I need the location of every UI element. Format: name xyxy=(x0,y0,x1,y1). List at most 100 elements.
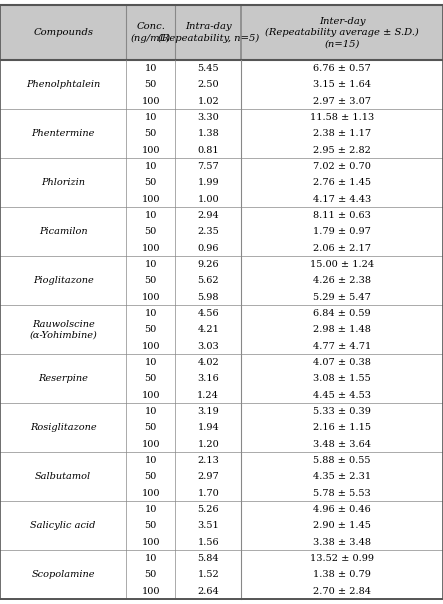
Text: 5.29 ± 5.47: 5.29 ± 5.47 xyxy=(313,292,371,301)
Text: 13.52 ± 0.99: 13.52 ± 0.99 xyxy=(310,554,374,563)
Text: 3.30: 3.30 xyxy=(197,113,219,122)
Text: Reserpine: Reserpine xyxy=(38,374,88,384)
Text: 1.00: 1.00 xyxy=(198,194,219,204)
Text: 10: 10 xyxy=(144,64,157,73)
Text: 0.81: 0.81 xyxy=(198,146,219,155)
Text: 2.13: 2.13 xyxy=(197,456,219,465)
Text: 100: 100 xyxy=(141,440,160,449)
Text: 2.70 ± 2.84: 2.70 ± 2.84 xyxy=(313,586,371,596)
Text: 100: 100 xyxy=(141,146,160,155)
Text: 10: 10 xyxy=(144,456,157,465)
Text: 10: 10 xyxy=(144,407,157,416)
Text: 5.84: 5.84 xyxy=(198,554,219,563)
Text: 4.17 ± 4.43: 4.17 ± 4.43 xyxy=(313,194,371,204)
Text: 4.02: 4.02 xyxy=(197,358,219,367)
Bar xyxy=(0,305,443,355)
Text: 1.24: 1.24 xyxy=(197,391,219,400)
Text: 2.90 ± 1.45: 2.90 ± 1.45 xyxy=(313,521,371,530)
Text: 1.94: 1.94 xyxy=(197,423,219,432)
Bar xyxy=(0,158,443,207)
Text: 1.52: 1.52 xyxy=(197,570,219,579)
Text: 100: 100 xyxy=(141,586,160,596)
Text: 4.77 ± 4.71: 4.77 ± 4.71 xyxy=(313,342,371,350)
Text: 4.35 ± 2.31: 4.35 ± 2.31 xyxy=(313,472,371,481)
Text: 50: 50 xyxy=(144,374,157,384)
Text: 100: 100 xyxy=(141,292,160,301)
Text: 10: 10 xyxy=(144,505,157,514)
Text: 50: 50 xyxy=(144,80,157,89)
Text: 3.03: 3.03 xyxy=(197,342,219,350)
Text: Phenolphtalein: Phenolphtalein xyxy=(26,80,100,89)
Text: 3.16: 3.16 xyxy=(197,374,219,384)
Text: 100: 100 xyxy=(141,243,160,252)
Text: 3.38 ± 3.48: 3.38 ± 3.48 xyxy=(313,538,371,547)
Bar xyxy=(0,501,443,550)
Text: 1.70: 1.70 xyxy=(197,489,219,498)
Text: 7.57: 7.57 xyxy=(197,162,219,171)
Bar xyxy=(0,207,443,256)
Text: 5.98: 5.98 xyxy=(198,292,219,301)
Text: 6.76 ± 0.57: 6.76 ± 0.57 xyxy=(313,64,371,73)
Text: 100: 100 xyxy=(141,489,160,498)
Text: 4.21: 4.21 xyxy=(197,326,219,334)
Text: 2.16 ± 1.15: 2.16 ± 1.15 xyxy=(313,423,371,432)
Bar xyxy=(0,5,443,60)
Text: 3.48 ± 3.64: 3.48 ± 3.64 xyxy=(313,440,371,449)
Text: 4.07 ± 0.38: 4.07 ± 0.38 xyxy=(313,358,371,367)
Bar xyxy=(0,550,443,599)
Text: Rosiglitazone: Rosiglitazone xyxy=(30,423,97,432)
Text: Scopolamine: Scopolamine xyxy=(31,570,95,579)
Text: 1.79 ± 0.97: 1.79 ± 0.97 xyxy=(313,227,371,236)
Text: 8.11 ± 0.63: 8.11 ± 0.63 xyxy=(313,211,371,220)
Text: 2.50: 2.50 xyxy=(198,80,219,89)
Text: 5.88 ± 0.55: 5.88 ± 0.55 xyxy=(314,456,371,465)
Text: 2.94: 2.94 xyxy=(197,211,219,220)
Text: 10: 10 xyxy=(144,211,157,220)
Text: 50: 50 xyxy=(144,326,157,334)
Text: 1.56: 1.56 xyxy=(198,538,219,547)
Bar xyxy=(0,452,443,501)
Text: 10: 10 xyxy=(144,309,157,318)
Text: Salicylic acid: Salicylic acid xyxy=(31,521,96,530)
Text: 2.06 ± 2.17: 2.06 ± 2.17 xyxy=(313,243,371,252)
Text: 2.97: 2.97 xyxy=(197,472,219,481)
Text: 3.19: 3.19 xyxy=(197,407,219,416)
Text: 2.35: 2.35 xyxy=(197,227,219,236)
Text: 5.26: 5.26 xyxy=(198,505,219,514)
Text: 50: 50 xyxy=(144,129,157,138)
Text: 100: 100 xyxy=(141,391,160,400)
Text: 10: 10 xyxy=(144,113,157,122)
Text: 1.38 ± 0.79: 1.38 ± 0.79 xyxy=(313,570,371,579)
Text: 4.96 ± 0.46: 4.96 ± 0.46 xyxy=(313,505,371,514)
Text: 50: 50 xyxy=(144,227,157,236)
Text: 100: 100 xyxy=(141,97,160,106)
Text: 9.26: 9.26 xyxy=(198,260,219,269)
Text: 10: 10 xyxy=(144,358,157,367)
Text: Pioglitazone: Pioglitazone xyxy=(33,276,93,285)
Text: 10: 10 xyxy=(144,260,157,269)
Text: Phentermine: Phentermine xyxy=(31,129,95,138)
Text: 3.15 ± 1.64: 3.15 ± 1.64 xyxy=(313,80,371,89)
Text: 50: 50 xyxy=(144,570,157,579)
Text: Picamilon: Picamilon xyxy=(39,227,87,236)
Text: 10: 10 xyxy=(144,162,157,171)
Text: 2.97 ± 3.07: 2.97 ± 3.07 xyxy=(313,97,371,106)
Text: 1.38: 1.38 xyxy=(197,129,219,138)
Text: Inter-day
(Repeatability average ± S.D.)
(n=15): Inter-day (Repeatability average ± S.D.)… xyxy=(265,16,419,49)
Text: 1.02: 1.02 xyxy=(197,97,219,106)
Text: 100: 100 xyxy=(141,538,160,547)
Bar xyxy=(0,60,443,109)
Text: 2.95 ± 2.82: 2.95 ± 2.82 xyxy=(313,146,371,155)
Text: 6.84 ± 0.59: 6.84 ± 0.59 xyxy=(313,309,371,318)
Text: 10: 10 xyxy=(144,554,157,563)
Bar xyxy=(0,109,443,158)
Bar xyxy=(0,355,443,403)
Text: 4.26 ± 2.38: 4.26 ± 2.38 xyxy=(313,276,371,285)
Text: Phlorizin: Phlorizin xyxy=(41,178,85,187)
Text: 50: 50 xyxy=(144,521,157,530)
Text: Intra-day
(Repeatability, n=5): Intra-day (Repeatability, n=5) xyxy=(158,22,259,43)
Text: 4.45 ± 4.53: 4.45 ± 4.53 xyxy=(313,391,371,400)
Text: 1.99: 1.99 xyxy=(198,178,219,187)
Text: 50: 50 xyxy=(144,472,157,481)
Text: Compounds: Compounds xyxy=(33,28,93,37)
